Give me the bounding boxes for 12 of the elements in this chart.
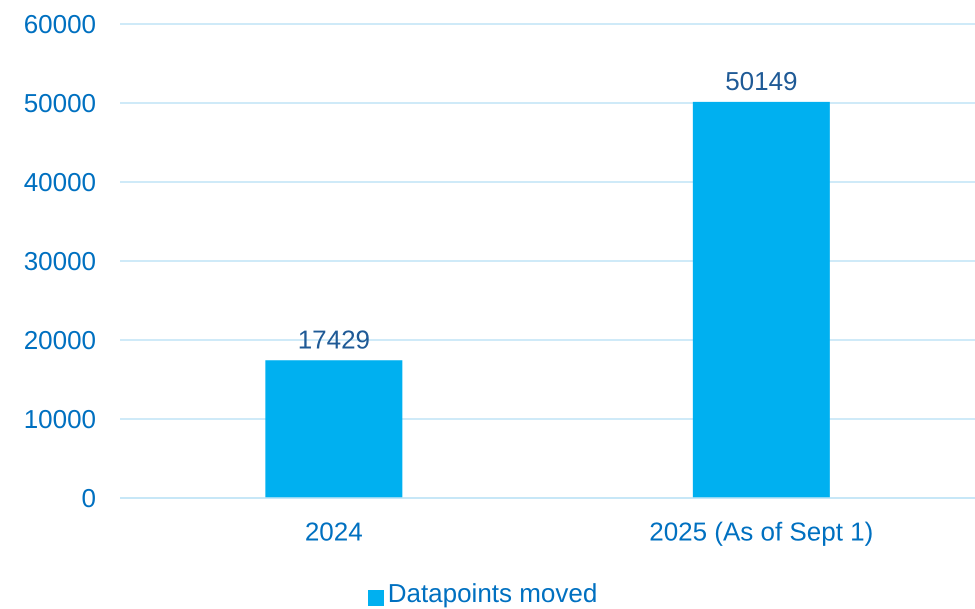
y-tick-label: 30000 bbox=[24, 246, 96, 276]
x-tick-label: 2025 (As of Sept 1) bbox=[649, 516, 874, 546]
data-label: 50149 bbox=[725, 66, 798, 96]
y-tick-label: 50000 bbox=[24, 88, 96, 118]
y-tick-label: 0 bbox=[82, 483, 96, 514]
y-tick-label: 40000 bbox=[24, 167, 96, 198]
y-tick-label: 20000 bbox=[24, 325, 96, 356]
y-tick-label: 60000 bbox=[24, 9, 96, 40]
legend-label: Datapoints moved bbox=[388, 578, 598, 608]
x-tick-label: 2024 bbox=[304, 516, 363, 546]
data-label: 17429 bbox=[298, 324, 370, 354]
y-tick-label: 10000 bbox=[24, 404, 96, 434]
